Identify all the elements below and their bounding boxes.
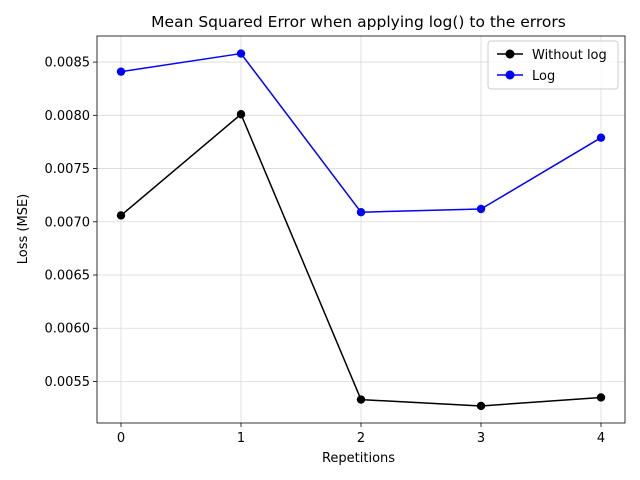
data-point-log	[236, 49, 246, 58]
axes: 0 1 2 3 4 0.0055 0.0060 0.0065 0.0070 0.0075 0.008…	[45, 35, 626, 446]
y-tick-label: 0.0060	[45, 322, 91, 337]
x-tick-label: 0	[117, 431, 125, 446]
y-tick-label: 0.0075	[45, 162, 91, 177]
data-point-without-log	[116, 211, 126, 220]
legend-marker-log	[505, 70, 515, 80]
grid-lines	[97, 36, 625, 423]
y-tick-label: 0.0080	[45, 109, 91, 124]
data-point-without-log	[476, 401, 486, 411]
data-point-without-log	[236, 110, 246, 119]
legend-label-log: Log	[532, 69, 555, 84]
y-tick-label: 0.0055	[45, 375, 91, 390]
chart-title: Mean Squared Error when applying log() t…	[151, 13, 566, 31]
y-tick-label: 0.0085	[45, 56, 91, 71]
plot-series	[116, 49, 606, 411]
x-tick-label: 1	[237, 431, 245, 446]
y-axis-label: Loss (MSE)	[16, 194, 31, 264]
x-tick-label: 4	[597, 431, 605, 446]
y-tick-label: 0.0070	[45, 215, 91, 230]
plot-frame	[96, 35, 626, 424]
data-point-log	[596, 133, 606, 142]
data-point-without-log	[356, 395, 366, 404]
data-point-log	[476, 204, 486, 214]
x-tick-label: 3	[477, 431, 485, 446]
legend: Without log Log	[487, 40, 619, 90]
y-tick-label: 0.0065	[45, 269, 91, 284]
legend-label-without-log: Without log	[532, 48, 607, 63]
legend-frame	[487, 40, 619, 90]
legend-marker-without-log	[505, 49, 515, 59]
data-point-log	[356, 207, 366, 217]
x-axis-label: Repetitions	[322, 451, 395, 466]
data-point-without-log	[596, 393, 606, 402]
x-tick-label: 2	[357, 431, 365, 446]
data-point-log	[116, 67, 126, 76]
